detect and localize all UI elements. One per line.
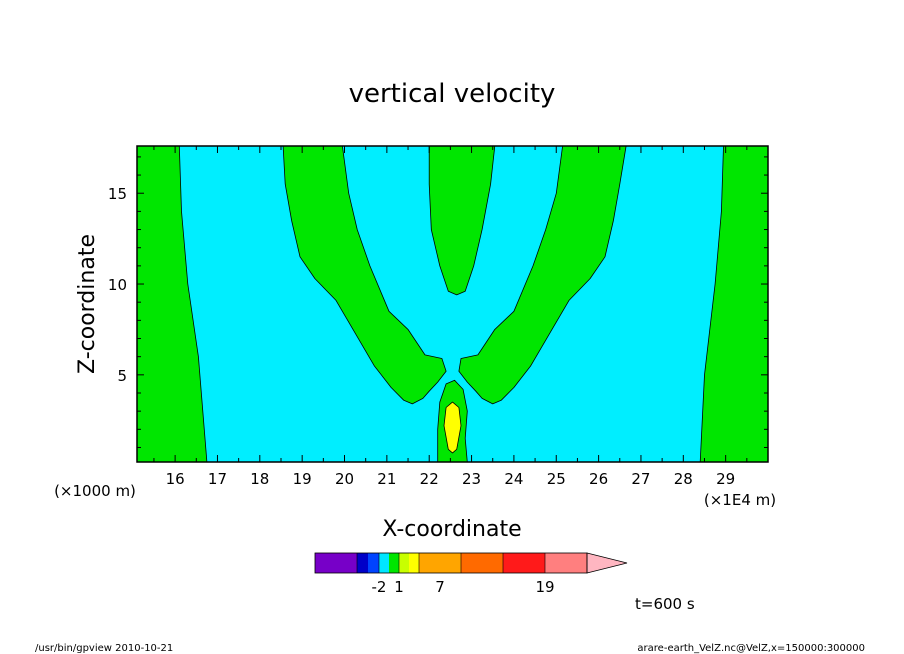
colorbar <box>314 552 628 574</box>
file-footer: arare-earth_VelZ.nc@VelZ,x=150000:300000 <box>637 643 865 654</box>
colorbar-segment <box>566 553 587 573</box>
x-tick-label: 29 <box>716 470 735 488</box>
x-axis-ticks: 16 17 18 19 20 21 22 23 24 25 26 27 28 29 <box>153 146 748 488</box>
time-label: t=600 s <box>635 595 695 613</box>
contour-left-plume <box>282 145 447 405</box>
colorbar-label: 1 <box>394 578 404 596</box>
y-tick-label: 10 <box>108 276 127 294</box>
colorbar-segment <box>399 553 409 573</box>
x-tick-label: 25 <box>547 470 566 488</box>
colorbar-labels: -2 1 7 19 <box>372 578 555 596</box>
colorbar-segment <box>503 553 524 573</box>
x-tick-label: 18 <box>250 470 269 488</box>
y-tick-label: 5 <box>117 367 127 385</box>
contour-regions <box>136 145 769 463</box>
contour-plot: 16 17 18 19 20 21 22 23 24 25 26 27 28 29 5 10 15 <box>108 145 769 488</box>
x-tick-label: 26 <box>589 470 608 488</box>
y-axis-ticks: 5 10 15 <box>108 156 768 448</box>
colorbar-label: -2 <box>372 578 387 596</box>
x-tick-label: 24 <box>504 470 523 488</box>
colorbar-segment <box>389 553 399 573</box>
contour-updraft-core <box>443 401 462 454</box>
colorbar-segment <box>336 553 357 573</box>
colorbar-frame <box>314 552 588 574</box>
contour-right-plume <box>458 145 627 405</box>
colorbar-segment <box>524 553 545 573</box>
x-tick-label: 16 <box>166 470 185 488</box>
x-tick-label: 22 <box>420 470 439 488</box>
colorbar-segment <box>440 553 461 573</box>
x-unit-label: (×1E4 m) <box>704 491 776 509</box>
y-axis-label: Z-coordinate <box>75 234 100 374</box>
colorbar-segment <box>461 553 482 573</box>
chart-title: vertical velocity <box>349 79 556 109</box>
colorbar-segment <box>357 553 368 573</box>
colorbar-segment <box>419 553 440 573</box>
x-axis-label: X-coordinate <box>382 517 521 542</box>
x-tick-label: 17 <box>208 470 227 488</box>
x-tick-label: 23 <box>462 470 481 488</box>
colorbar-segment <box>545 553 566 573</box>
x-tick-label: 28 <box>674 470 693 488</box>
x-tick-label: 27 <box>631 470 650 488</box>
colorbar-segment <box>482 553 503 573</box>
colorbar-segment <box>368 553 379 573</box>
plot-frame <box>136 145 769 463</box>
x-tick-label: 20 <box>335 470 354 488</box>
program-footer: /usr/bin/gpview 2010-10-21 <box>35 643 173 654</box>
colorbar-label: 19 <box>535 578 554 596</box>
colorbar-segment <box>379 553 389 573</box>
x-tick-label: 21 <box>377 470 396 488</box>
colorbar-label: 7 <box>435 578 445 596</box>
y-tick-label: 15 <box>108 185 127 203</box>
colorbar-segment <box>315 553 336 573</box>
colorbar-extend-arrow <box>586 552 628 574</box>
y-unit-label: (×1000 m) <box>54 482 136 500</box>
x-tick-label: 19 <box>293 470 312 488</box>
colorbar-segment <box>409 553 419 573</box>
contour-center-plume <box>428 145 496 296</box>
